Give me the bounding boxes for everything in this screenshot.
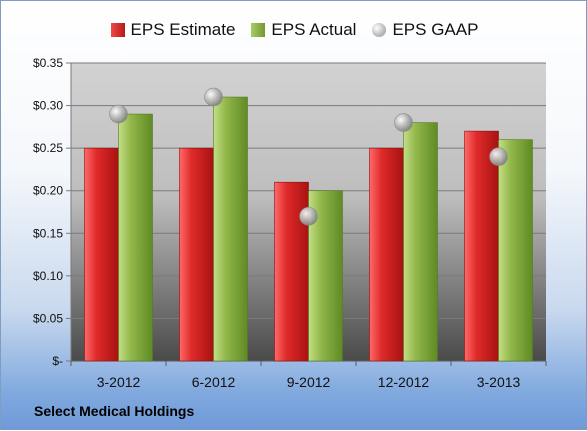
x-tick-label: 3-2013: [477, 374, 521, 390]
bar-estimate: [84, 147, 119, 362]
legend-swatch-gaap: [372, 23, 387, 37]
marker-gaap: [299, 206, 318, 226]
x-tick-label: 3-2012: [97, 374, 141, 390]
x-tick-label: 12-2012: [378, 374, 430, 390]
bar-actual: [403, 122, 438, 362]
bar-actual: [213, 96, 248, 362]
bar-estimate: [179, 147, 214, 362]
marker-gaap: [489, 147, 508, 166]
y-tick-label: $0.35: [33, 56, 63, 70]
marker-gaap: [394, 113, 413, 132]
marker-gaap: [204, 87, 223, 107]
bar-actual: [118, 113, 153, 362]
company-name: Select Medical Holdings: [34, 403, 195, 419]
legend-label-gaap: EPS GAAP: [392, 20, 479, 39]
x-tick-label: 6-2012: [192, 374, 236, 390]
bar-estimate: [464, 130, 499, 362]
y-tick-label: $-: [52, 354, 63, 368]
y-tick-label: $0.25: [33, 141, 63, 155]
legend-item-gaap: EPS GAAP: [372, 20, 478, 40]
x-tick-label: 9-2012: [287, 374, 331, 390]
legend-item-estimate: EPS Estimate: [110, 20, 236, 40]
legend: EPS Estimate EPS Actual EPS GAAP: [1, 18, 587, 42]
legend-item-actual: EPS Actual: [251, 20, 356, 40]
y-tick-label: $0.30: [33, 99, 63, 113]
y-tick-label: $0.20: [33, 184, 63, 198]
bar-estimate: [369, 147, 404, 362]
legend-swatch-actual: [251, 23, 266, 37]
y-tick-label: $0.05: [33, 311, 63, 325]
legend-swatch-estimate: [110, 23, 125, 37]
legend-label-estimate: EPS Estimate: [130, 20, 236, 39]
bar-actual: [498, 139, 533, 362]
marker-gaap: [109, 104, 128, 124]
y-tick-label: $0.10: [33, 269, 63, 283]
y-tick-label: $0.15: [33, 226, 63, 240]
legend-label-actual: EPS Actual: [271, 20, 357, 39]
